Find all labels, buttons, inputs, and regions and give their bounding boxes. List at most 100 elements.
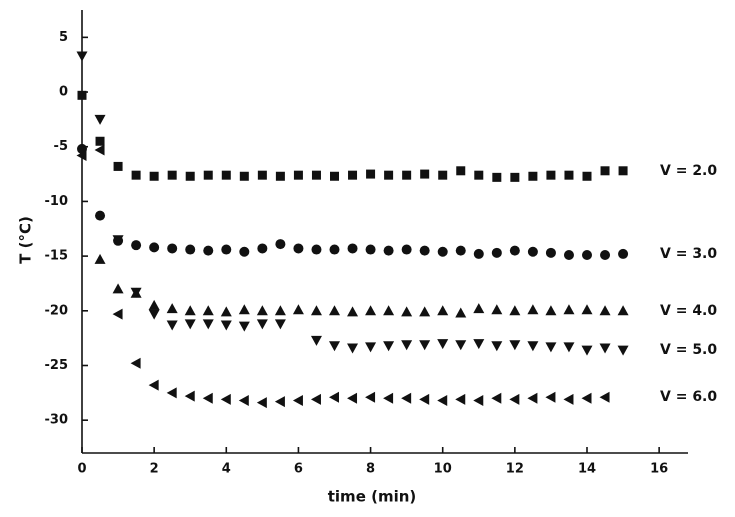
data-point	[148, 309, 160, 320]
data-point	[491, 304, 503, 315]
data-point	[419, 393, 430, 405]
y-axis-label: T (°C)	[17, 216, 35, 264]
data-point	[130, 287, 142, 298]
data-point	[545, 342, 557, 353]
data-point	[347, 306, 359, 317]
x-tick-label: 4	[222, 462, 231, 477]
data-point	[402, 170, 412, 180]
data-point	[274, 319, 286, 330]
data-point	[455, 393, 466, 405]
data-point	[365, 342, 377, 353]
data-point	[275, 239, 286, 250]
data-point	[239, 246, 250, 257]
data-point	[130, 357, 141, 369]
y-tick-label: -30	[45, 413, 69, 428]
data-point	[347, 343, 359, 354]
x-axis-label: time (min)	[328, 488, 417, 506]
data-point	[491, 392, 502, 404]
data-point	[383, 245, 394, 256]
data-point	[203, 245, 214, 256]
data-point	[420, 169, 430, 179]
data-point	[239, 171, 249, 181]
data-point	[564, 170, 574, 180]
data-point	[510, 172, 520, 182]
data-point	[94, 144, 105, 156]
data-point	[77, 90, 87, 100]
data-point	[293, 170, 303, 180]
data-point	[95, 210, 106, 221]
data-point	[184, 390, 195, 402]
data-point	[257, 170, 267, 180]
data-point	[509, 305, 521, 316]
data-point	[563, 304, 575, 315]
data-point	[310, 393, 321, 405]
data-point	[401, 244, 412, 255]
data-point	[310, 335, 322, 346]
x-tick-label: 12	[506, 462, 524, 477]
data-point	[419, 245, 430, 256]
data-point	[563, 250, 574, 261]
data-point	[545, 391, 556, 403]
y-tick-label: -25	[45, 358, 69, 373]
data-point	[599, 391, 610, 403]
data-point	[617, 305, 629, 316]
data-point	[238, 394, 249, 406]
data-point	[274, 305, 286, 316]
data-point	[311, 170, 321, 180]
data-point	[491, 341, 503, 352]
data-point	[437, 305, 449, 316]
data-point	[221, 170, 231, 180]
data-point	[365, 244, 376, 255]
y-tick-label: 0	[59, 85, 68, 100]
data-point	[348, 170, 358, 180]
data-point	[473, 339, 485, 350]
data-point	[527, 246, 538, 257]
data-point	[473, 303, 485, 314]
data-point	[383, 392, 394, 404]
data-point	[437, 339, 449, 350]
y-tick-label: -15	[45, 249, 69, 264]
data-point	[257, 243, 268, 254]
data-point	[600, 166, 610, 176]
x-tick-label: 10	[434, 462, 452, 477]
data-point	[473, 394, 484, 406]
data-point	[202, 392, 213, 404]
data-point	[167, 243, 178, 254]
data-point	[310, 305, 322, 316]
data-point	[366, 169, 376, 179]
y-tick-label: -20	[45, 303, 69, 318]
data-point	[492, 172, 502, 182]
data-point	[76, 149, 87, 161]
data-point	[149, 171, 159, 181]
data-point	[563, 342, 575, 353]
x-tick-label: 6	[294, 462, 303, 477]
data-point	[329, 341, 340, 352]
data-point	[582, 250, 592, 261]
data-point	[581, 304, 593, 315]
series-label: V = 6.0	[660, 389, 717, 405]
data-point	[113, 161, 123, 171]
data-point	[202, 305, 214, 316]
data-point	[220, 320, 232, 331]
data-point	[95, 136, 105, 146]
data-point	[401, 306, 413, 317]
y-tick-label: -10	[45, 194, 69, 209]
x-tick-label: 8	[366, 462, 375, 477]
data-point	[527, 392, 538, 404]
data-point	[166, 320, 178, 331]
y-tick-label: -5	[54, 139, 68, 154]
data-point	[166, 387, 177, 399]
data-point	[149, 242, 160, 253]
data-point	[618, 166, 628, 176]
data-point	[184, 305, 196, 316]
data-point	[256, 305, 268, 316]
data-point	[184, 319, 196, 330]
data-point	[166, 303, 178, 314]
x-tick-label: 14	[578, 462, 596, 477]
data-point	[112, 283, 124, 294]
data-point	[185, 171, 195, 181]
data-point	[274, 396, 285, 408]
data-point	[401, 392, 412, 404]
data-point	[221, 244, 232, 255]
